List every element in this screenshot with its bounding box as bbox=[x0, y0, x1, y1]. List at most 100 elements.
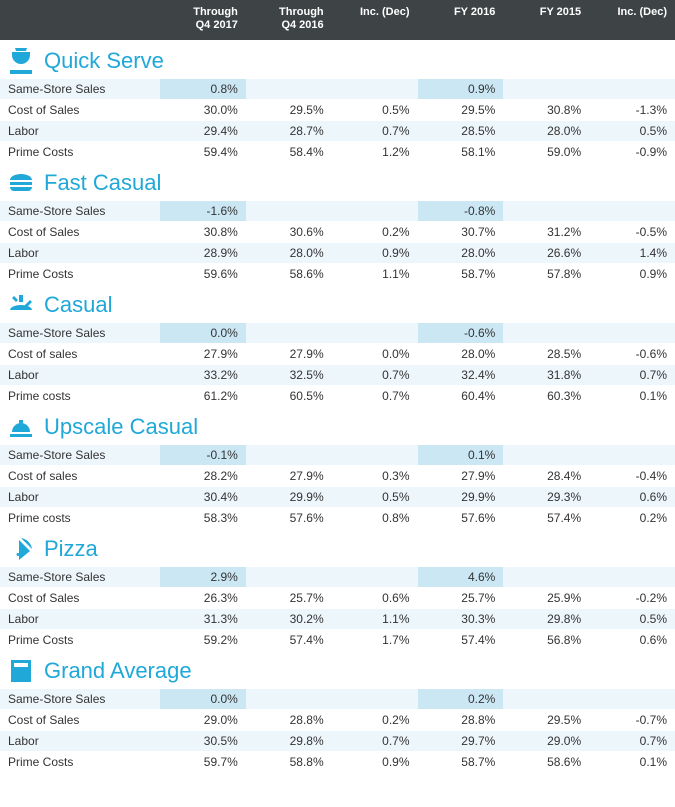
cell: 59.6% bbox=[160, 263, 246, 284]
cell: 28.0% bbox=[503, 120, 589, 141]
cell: 58.8% bbox=[246, 751, 332, 772]
cell: 0.7% bbox=[589, 730, 675, 751]
row-label: Prime Costs bbox=[0, 263, 160, 284]
cell: 28.4% bbox=[503, 465, 589, 486]
header-col: ThroughQ4 2016 bbox=[246, 0, 332, 40]
table-header: ThroughQ4 2017 ThroughQ4 2016 Inc. (Dec)… bbox=[0, 0, 675, 40]
cell bbox=[246, 688, 332, 709]
cell: 29.0% bbox=[160, 709, 246, 730]
cell bbox=[589, 200, 675, 221]
table-row: Prime Costs59.4%58.4%1.2%58.1%59.0%-0.9% bbox=[0, 141, 675, 162]
row-label: Labor bbox=[0, 608, 160, 629]
cell: 0.5% bbox=[589, 120, 675, 141]
table-row: Same-Store Sales0.0% -0.6% bbox=[0, 322, 675, 343]
section-title-text: Casual bbox=[44, 292, 112, 318]
cell: 1.1% bbox=[332, 263, 418, 284]
cell: 32.5% bbox=[246, 364, 332, 385]
cell: -0.8% bbox=[418, 200, 504, 221]
cell: 30.4% bbox=[160, 486, 246, 507]
cell: 0.6% bbox=[589, 629, 675, 650]
row-label: Prime Costs bbox=[0, 751, 160, 772]
cell: -0.2% bbox=[589, 587, 675, 608]
cell: 58.7% bbox=[418, 263, 504, 284]
cell: 0.6% bbox=[332, 587, 418, 608]
cell: 2.9% bbox=[160, 566, 246, 587]
cell bbox=[246, 444, 332, 465]
row-label: Cost of Sales bbox=[0, 221, 160, 242]
cell: 0.9% bbox=[418, 78, 504, 99]
cell bbox=[246, 200, 332, 221]
cell: -0.6% bbox=[418, 322, 504, 343]
table-row: Cost of sales27.9%27.9%0.0%28.0%28.5%-0.… bbox=[0, 343, 675, 364]
row-label: Same-Store Sales bbox=[0, 78, 160, 99]
table-row: Prime Costs59.6%58.6%1.1%58.7%57.8%0.9% bbox=[0, 263, 675, 284]
cell: -0.6% bbox=[589, 343, 675, 364]
cell: 0.1% bbox=[589, 385, 675, 406]
cell bbox=[332, 444, 418, 465]
header-col: ThroughQ4 2017 bbox=[160, 0, 246, 40]
cell: 30.0% bbox=[160, 99, 246, 120]
cup-icon bbox=[8, 48, 34, 74]
cell: -0.9% bbox=[589, 141, 675, 162]
cell: 58.6% bbox=[246, 263, 332, 284]
cell: -0.1% bbox=[160, 444, 246, 465]
cell: 30.5% bbox=[160, 730, 246, 751]
section-title-text: Grand Average bbox=[44, 658, 192, 684]
header-col: FY 2016 bbox=[418, 0, 504, 40]
cell: 29.8% bbox=[246, 730, 332, 751]
cell: 28.0% bbox=[246, 242, 332, 263]
cell: 27.9% bbox=[418, 465, 504, 486]
section-title-text: Pizza bbox=[44, 536, 98, 562]
table-row: Labor31.3%30.2%1.1%30.3%29.8%0.5% bbox=[0, 608, 675, 629]
cell: 0.2% bbox=[332, 709, 418, 730]
cell: 58.6% bbox=[503, 751, 589, 772]
table-row: Cost of Sales30.0%29.5%0.5%29.5%30.8%-1.… bbox=[0, 99, 675, 120]
row-label: Prime Costs bbox=[0, 141, 160, 162]
cell: 33.2% bbox=[160, 364, 246, 385]
section-title: Quick Serve bbox=[0, 40, 675, 78]
row-label: Same-Store Sales bbox=[0, 200, 160, 221]
cell: 57.8% bbox=[503, 263, 589, 284]
cell bbox=[246, 78, 332, 99]
cell: 0.2% bbox=[418, 688, 504, 709]
section-title: Upscale Casual bbox=[0, 406, 675, 444]
cell: 31.3% bbox=[160, 608, 246, 629]
cell: -0.5% bbox=[589, 221, 675, 242]
cell: 25.7% bbox=[246, 587, 332, 608]
cell: 0.1% bbox=[418, 444, 504, 465]
cell: 27.9% bbox=[246, 343, 332, 364]
row-label: Labor bbox=[0, 120, 160, 141]
row-label: Labor bbox=[0, 364, 160, 385]
cell: -1.6% bbox=[160, 200, 246, 221]
cell: 57.4% bbox=[418, 629, 504, 650]
row-label: Prime costs bbox=[0, 385, 160, 406]
cell: 0.7% bbox=[332, 120, 418, 141]
cloche-icon bbox=[8, 414, 34, 440]
cell: 28.7% bbox=[246, 120, 332, 141]
cell: 0.2% bbox=[589, 507, 675, 528]
cell: 0.0% bbox=[160, 322, 246, 343]
cell: 58.7% bbox=[418, 751, 504, 772]
cell bbox=[332, 566, 418, 587]
cell: 30.3% bbox=[418, 608, 504, 629]
cell bbox=[332, 200, 418, 221]
table-row: Same-Store Sales-1.6% -0.8% bbox=[0, 200, 675, 221]
cell: 29.9% bbox=[246, 486, 332, 507]
cell: 29.5% bbox=[503, 709, 589, 730]
cell: 0.7% bbox=[332, 730, 418, 751]
cell: 59.7% bbox=[160, 751, 246, 772]
cell: 0.0% bbox=[160, 688, 246, 709]
cell bbox=[503, 688, 589, 709]
row-label: Same-Store Sales bbox=[0, 322, 160, 343]
cell: 0.2% bbox=[332, 221, 418, 242]
cell: 0.6% bbox=[589, 486, 675, 507]
row-label: Cost of Sales bbox=[0, 587, 160, 608]
cell: 1.2% bbox=[332, 141, 418, 162]
cell: 60.4% bbox=[418, 385, 504, 406]
cell: 60.3% bbox=[503, 385, 589, 406]
cell: 28.8% bbox=[418, 709, 504, 730]
row-label: Prime costs bbox=[0, 507, 160, 528]
cell bbox=[503, 78, 589, 99]
cell: 57.6% bbox=[418, 507, 504, 528]
cell: 26.6% bbox=[503, 242, 589, 263]
